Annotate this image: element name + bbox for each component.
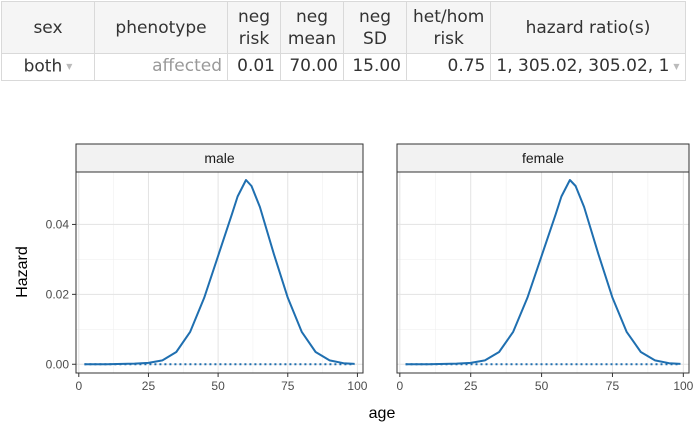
series-line-solid xyxy=(84,179,355,366)
header-neg-risk: neg risk xyxy=(227,1,281,54)
table-header-row: sex phenotype neg risk neg mean neg SD het/… xyxy=(1,1,686,54)
caret-down-icon: ▼ xyxy=(673,62,680,72)
y-tick-label: 0.02 xyxy=(46,287,70,301)
y-axis-title: Hazard xyxy=(14,246,31,298)
header-hazard-ratios: hazard ratio(s) xyxy=(490,1,686,54)
panel-background xyxy=(76,172,363,373)
panel-background xyxy=(397,172,689,373)
x-tick-label: 100 xyxy=(673,379,693,393)
panel-border xyxy=(396,171,690,374)
x-tick-label: 75 xyxy=(606,379,620,393)
neg-risk-cell[interactable]: 0.01 xyxy=(227,53,281,81)
hethom-risk-cell[interactable]: 0.75 xyxy=(405,53,492,81)
sex-select[interactable]: both ▼ xyxy=(1,53,95,81)
hazard-chart: male 0 25 50 75 100 0.00 0.02 0.04 female 0 25 50 75 1… xyxy=(14,143,694,422)
header-sex: sex xyxy=(1,1,95,54)
table-row: both ▼ affected 0.01 70.00 15.00 0.75 1, … xyxy=(1,53,686,81)
x-tick-label: 0 xyxy=(396,379,403,393)
x-tick-label: 25 xyxy=(464,379,478,393)
neg-sd-cell[interactable]: 15.00 xyxy=(343,53,407,81)
x-tick-label: 50 xyxy=(535,379,549,393)
neg-mean-cell[interactable]: 70.00 xyxy=(280,53,344,81)
phenotype-cell[interactable]: affected xyxy=(94,53,228,81)
y-tick-label: 0.04 xyxy=(46,217,70,231)
hazard-ratios-select[interactable]: 1, 305.02, 305.02, 1 ▼ xyxy=(490,53,686,81)
x-tick-label: 0 xyxy=(75,379,82,393)
facet-strip-female xyxy=(396,143,690,173)
x-tick-label: 75 xyxy=(281,379,295,393)
x-axis-title: age xyxy=(369,405,396,422)
x-tick-label: 100 xyxy=(347,379,367,393)
panel-border xyxy=(75,171,364,374)
header-neg-mean: neg mean xyxy=(280,1,344,54)
y-tick-label: 0.00 xyxy=(46,357,70,371)
header-hethom-risk: het/hom risk xyxy=(405,1,492,54)
series-line-solid xyxy=(405,179,681,366)
header-neg-sd: neg SD xyxy=(343,1,407,54)
x-tick-label: 50 xyxy=(211,379,225,393)
parameters-table: sex phenotype neg risk neg mean neg SD het/… xyxy=(1,1,686,81)
caret-down-icon: ▼ xyxy=(66,62,73,71)
x-tick-label: 25 xyxy=(142,379,156,393)
facet-label-male: male xyxy=(204,150,235,166)
header-phenotype: phenotype xyxy=(94,1,228,54)
facet-label-female: female xyxy=(522,150,564,166)
facet-strip-male xyxy=(75,143,364,173)
